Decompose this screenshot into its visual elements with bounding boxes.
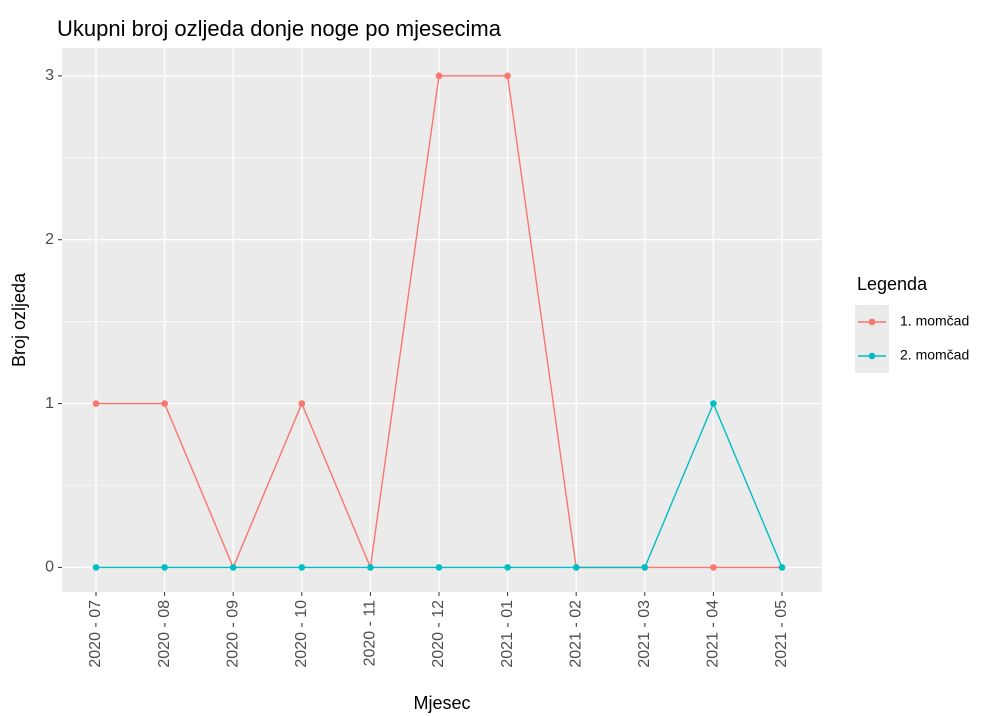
- data-point: [778, 564, 786, 571]
- data-point: [229, 564, 237, 571]
- data-point: [710, 400, 717, 407]
- x-tick-label: 2021 - 02: [567, 600, 584, 668]
- x-tick-label: 2020 - 09: [224, 600, 241, 668]
- data-point: [92, 564, 100, 571]
- legend-label: 1. momčad: [900, 313, 969, 329]
- x-tick-label: 2021 - 04: [705, 600, 722, 668]
- x-tick-label: 2020 - 12: [430, 600, 447, 668]
- legend-key-point: [868, 318, 876, 326]
- data-point: [572, 564, 580, 571]
- chart-title: Ukupni broj ozljeda donje noge po mjesec…: [57, 16, 502, 41]
- y-axis-label: Broj ozljeda: [9, 272, 29, 367]
- data-point: [161, 564, 168, 571]
- legend-key-point: [868, 352, 876, 360]
- x-axis-label: Mjesec: [413, 693, 470, 713]
- plot-panel: [62, 48, 822, 592]
- data-point: [435, 72, 443, 80]
- data-point: [298, 400, 306, 407]
- data-point: [298, 564, 306, 571]
- data-point: [504, 564, 511, 571]
- x-tick-label: 2020 - 08: [156, 600, 173, 668]
- y-tick-label: 0: [45, 559, 54, 576]
- y-tick-label: 2: [45, 231, 54, 248]
- x-tick-label: 2020 - 07: [87, 600, 104, 668]
- legend-label: 2. momčad: [900, 347, 969, 363]
- data-point: [435, 564, 443, 571]
- x-tick-label: 2021 - 05: [773, 600, 790, 668]
- data-point: [367, 564, 374, 571]
- y-tick-label: 1: [45, 395, 54, 412]
- data-point: [92, 400, 100, 407]
- y-tick-label: 3: [45, 67, 54, 84]
- x-tick-label: 2020 - 11: [362, 600, 379, 667]
- data-point: [710, 564, 717, 571]
- x-tick-label: 2021 - 01: [499, 600, 516, 668]
- data-point: [161, 400, 168, 407]
- x-tick-label: 2020 - 10: [293, 600, 310, 668]
- data-point: [504, 72, 511, 80]
- x-tick-label: 2021 - 03: [636, 600, 653, 668]
- legend-title: Legenda: [857, 274, 928, 294]
- data-point: [641, 564, 649, 571]
